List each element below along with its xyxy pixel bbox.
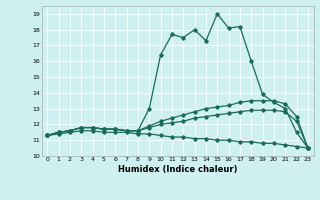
X-axis label: Humidex (Indice chaleur): Humidex (Indice chaleur) — [118, 165, 237, 174]
